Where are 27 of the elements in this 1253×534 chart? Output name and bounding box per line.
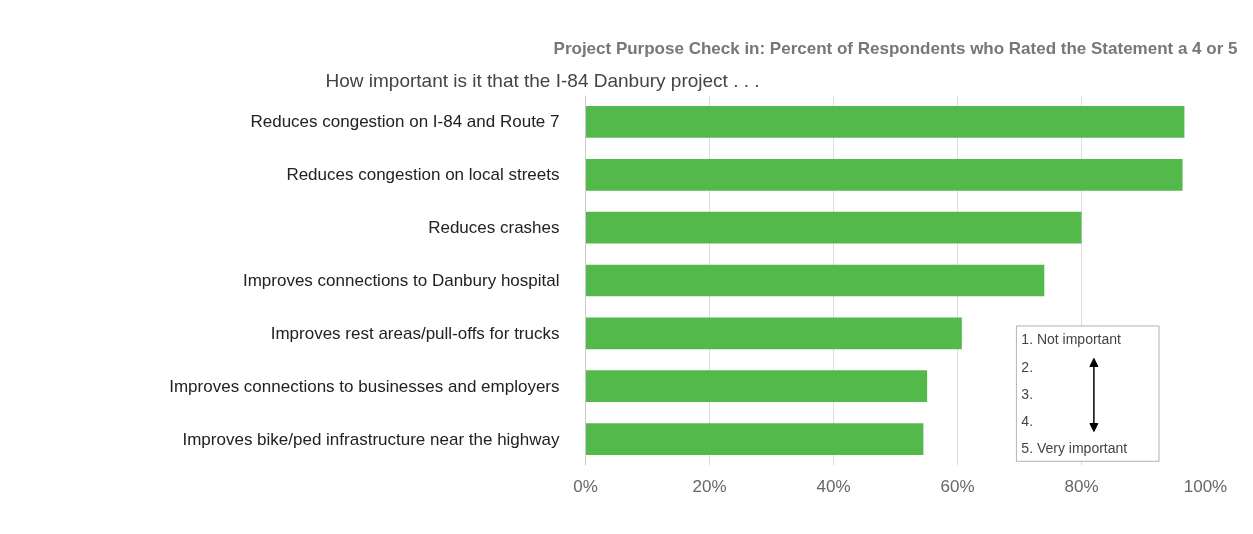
annotation: 4. (1021, 412, 1034, 429)
x-tick-label: 80% (1064, 476, 1099, 496)
x-tick-label: 0% (573, 476, 598, 496)
x-tick-label: 40% (816, 476, 851, 496)
y-tick-label: Reduces congestion on I-84 and Route 7 (250, 112, 560, 132)
annotation: 5. Very important (1021, 439, 1128, 456)
x-tick-label: 100% (1183, 476, 1228, 496)
chart-subtitle: How important is it that the I-84 Danbury project . . . (325, 69, 760, 91)
y-tick-label: Improves connections to Danbury hospital (242, 271, 560, 290)
bar (585, 317, 962, 350)
chart-title: Project Purpose Check in: Percent of Respondents who Rated the Statement a 4 or 5 (553, 38, 1238, 58)
x-tick-label: 60% (940, 476, 975, 496)
y-tick-label: Reduces congestion on local streets (286, 165, 560, 185)
annotation: 1. Not important (1021, 331, 1122, 348)
y-tick-label: Improves rest areas/pull-offs for trucks (270, 323, 560, 343)
bar (585, 158, 1183, 191)
bar (585, 106, 1185, 138)
bar (585, 423, 924, 455)
bar (585, 211, 1082, 244)
y-tick-label: Improves bike/ped infrastructure near the highway (182, 429, 560, 449)
y-tick-label: Reduces crashes (428, 218, 560, 238)
bar (585, 370, 928, 403)
bar (585, 264, 1045, 297)
y-tick-label: Improves connections to businesses and employers (169, 376, 560, 396)
annotation: 2. (1021, 358, 1034, 375)
x-tick-label: 20% (692, 476, 727, 496)
annotation: 3. (1021, 385, 1034, 402)
